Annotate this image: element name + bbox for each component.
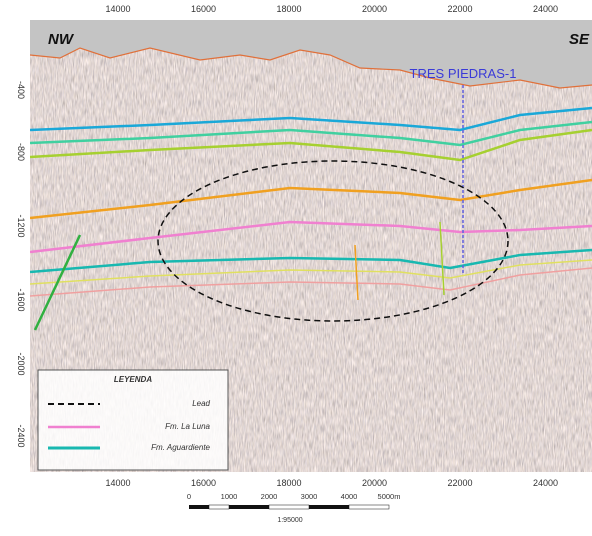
left-axis-label: -2400 [16,424,26,447]
legend-item: Lead [192,399,210,408]
scale-label: 2000 [261,492,278,501]
bottom-axis-label: 22000 [447,478,472,488]
legend: LEYENDA Lead Fm. La Luna Fm. Aguardiente [37,369,229,471]
left-axis-label: -400 [16,81,26,99]
top-axis-label: 14000 [105,4,130,14]
left-axis-label: -2000 [16,352,26,375]
scale-bar: 1:95000 [189,504,390,524]
scale-ratio: 1:95000 [277,517,302,524]
left-axis-label: -1200 [16,214,26,237]
bottom-axis-label: 18000 [276,478,301,488]
se-label: SE [569,31,590,48]
top-axis-label: 16000 [191,4,216,14]
scale-label: 4000 [341,492,358,501]
top-axis-label: 24000 [533,4,558,14]
bottom-axis-label: 16000 [191,478,216,488]
left-axis-label: -800 [16,143,26,161]
bottom-axis-label: 20000 [362,478,387,488]
nw-label: NW [48,31,75,48]
legend-item: Fm. Aguardiente [151,443,210,452]
bottom-axis-label: 24000 [533,478,558,488]
legend-item: Fm. La Luna [165,422,210,431]
scale-label: 0 [187,492,191,501]
scale-label: 1000 [221,492,238,501]
scale-label: 3000 [301,492,318,501]
bottom-axis-label: 14000 [105,478,130,488]
well-label: TRES PIEDRAS-1 [410,66,517,81]
left-axis-label: -1600 [16,288,26,311]
scale-label: 5000m [378,492,401,501]
top-axis-label: 18000 [276,4,301,14]
top-axis-label: 20000 [362,4,387,14]
legend-title: LEYENDA [114,375,152,384]
top-axis-label: 22000 [447,4,472,14]
horizons [30,20,592,331]
